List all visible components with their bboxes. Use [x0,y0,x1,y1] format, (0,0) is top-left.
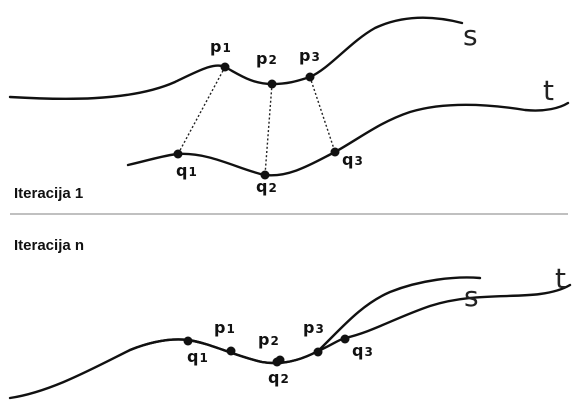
label-p1: p1 [214,318,235,337]
link-p3-q3 [310,77,335,152]
curve-s-label: s [463,19,478,52]
label-q2: q2 [268,368,289,387]
label-p2: p2 [258,330,279,349]
label-q1: q1 [187,347,208,366]
iteration-n-label: Iteracija n [14,237,84,254]
label-q3: q3 [342,150,363,169]
iteration-1-label: Iteracija 1 [14,185,83,202]
label-q3: q3 [352,341,373,360]
point-q2 [276,356,285,365]
point-q1 [174,150,183,159]
label-p3: p3 [303,318,324,337]
label-q2: q2 [256,177,277,196]
curve-t [10,285,570,398]
curve-s [10,18,462,99]
curve-s-label: s [464,280,479,313]
curve-t-label: t [555,262,566,295]
label-p3: p3 [299,46,320,65]
point-p3 [306,73,315,82]
point-p3 [314,348,323,357]
panel-iteration-1: s t p1 p2 p3 q1 q2 q3 Iteracija 1 [10,18,568,202]
label-p2: p2 [256,49,277,68]
label-p1: p1 [210,37,231,56]
point-p1 [221,63,230,72]
point-q3 [331,148,340,157]
point-p2 [268,80,277,89]
point-q1 [184,337,193,346]
curve-t-label: t [543,74,554,107]
label-q1: q1 [176,161,197,180]
point-p1 [227,347,236,356]
link-p2-q2 [265,84,272,175]
link-p1-q1 [178,67,225,154]
point-q3 [341,335,350,344]
panel-iteration-n: Iteracija n s t p1 p2 p3 q1 q2 q3 [10,237,570,398]
